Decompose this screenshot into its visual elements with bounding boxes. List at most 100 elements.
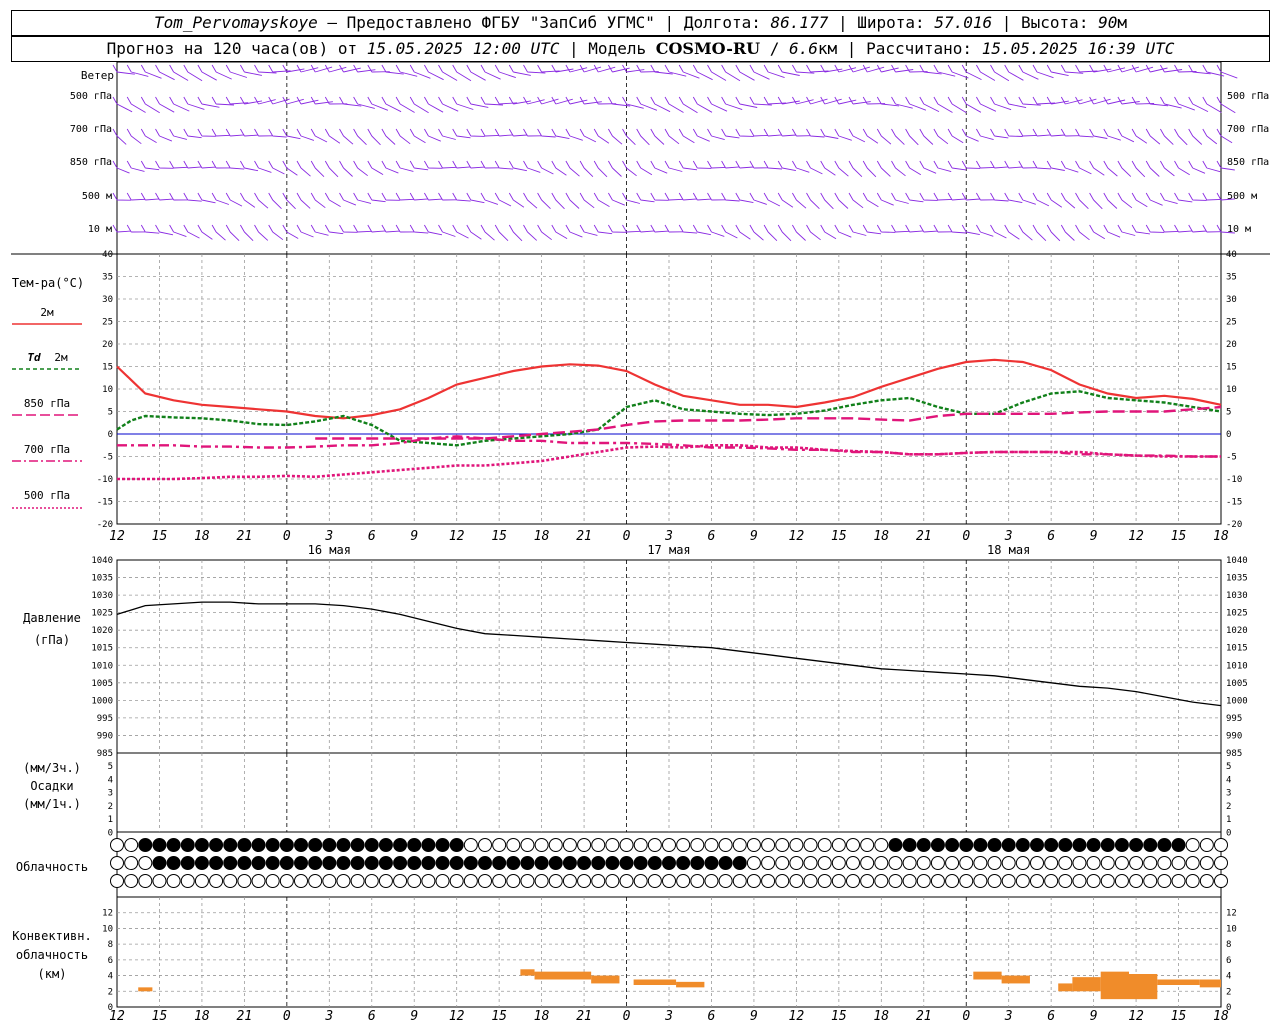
cloud-icon [718, 874, 733, 888]
cloud-icon [647, 838, 662, 852]
conv-title-2: облачность [16, 948, 88, 962]
wind-barb [749, 224, 764, 241]
cloud-icon [364, 856, 379, 870]
convective-bar [1072, 977, 1101, 992]
temp-tick-right: 25 [1226, 318, 1237, 328]
wind-barb [961, 96, 982, 113]
cloud-icon [704, 874, 719, 888]
wind-barb [310, 64, 333, 73]
cloud-icon [506, 856, 521, 870]
wind-barb [905, 128, 919, 146]
precip-tick-right: 5 [1226, 762, 1231, 772]
wind-barb [1018, 224, 1033, 241]
cloud-icon [647, 874, 662, 888]
wind-barb [820, 224, 837, 240]
wind-barb [1103, 192, 1118, 209]
cloud-icon [1072, 856, 1087, 870]
cloud-icon [1058, 874, 1073, 888]
wind-barb [622, 96, 644, 109]
pressure-tick-right: 1035 [1226, 574, 1248, 584]
wind-barb [1216, 64, 1238, 79]
wind-barb [990, 128, 1009, 139]
wind-barb [976, 128, 994, 141]
wind-barb [1089, 64, 1112, 73]
wind-barb [1103, 64, 1126, 73]
cloud-icon [180, 856, 195, 870]
hour-label: 12 [1128, 529, 1144, 544]
cloud-icon [846, 856, 860, 870]
temp-tick-right: 5 [1226, 408, 1231, 418]
temp-tick-right: 10 [1226, 385, 1237, 395]
hour-label: 15 [831, 1009, 847, 1024]
conv-tick-left: 0 [108, 1003, 113, 1013]
convective-bar [520, 969, 535, 976]
cloud-icon [633, 856, 648, 870]
cloud-icon [577, 874, 592, 888]
forecast-header: Прогноз на 120 часа(ов) от 15.05.2025 12… [11, 36, 1270, 62]
wind-barb [947, 224, 967, 234]
wind-barb [1046, 160, 1065, 171]
pressure-tick-right: 1010 [1226, 661, 1248, 671]
wind-barb [197, 96, 220, 108]
precip-tick-left: 3 [108, 789, 113, 799]
wind-barb [834, 224, 852, 238]
temp-tick-left: -5 [102, 453, 113, 463]
wind-barb [268, 160, 285, 175]
cloud-icon [1030, 856, 1044, 870]
wind-barb [876, 128, 892, 145]
wind-barb [140, 224, 160, 234]
wind-level-left: 500 гПа [70, 91, 112, 102]
temp-tick-right: 30 [1226, 295, 1237, 305]
wind-barb [1160, 64, 1183, 73]
cloud-icon [194, 874, 209, 888]
wind-barb [296, 128, 315, 141]
cloud-icon [166, 838, 181, 852]
wind-barb [353, 96, 375, 109]
wind-barb [862, 128, 879, 144]
wind-barb [749, 128, 768, 137]
cloud-icon [1001, 874, 1016, 888]
wind-barb [324, 96, 348, 105]
wind-barb [1089, 96, 1111, 105]
wind-barb [1046, 64, 1069, 77]
convective-bar [633, 979, 677, 985]
cloud-icon [138, 838, 153, 852]
wind-barb [480, 96, 504, 106]
wind-barb [126, 96, 146, 113]
cloud-icon [1157, 874, 1172, 888]
cloud-icon [888, 874, 903, 888]
cloud-icon [605, 856, 620, 870]
wind-barb [1046, 96, 1069, 105]
wind-barb [961, 192, 981, 201]
hour-label: 18 [194, 1009, 210, 1024]
wind-barb [438, 160, 457, 169]
wind-barb [565, 128, 583, 141]
cloud-icon [1030, 838, 1044, 852]
wind-barb [1046, 128, 1066, 137]
pressure-tick-left: 1000 [91, 696, 113, 706]
temp-tick-left: 20 [102, 340, 113, 350]
hour-label: 6 [1047, 529, 1055, 544]
wind-barb [763, 224, 778, 242]
wind-barb [876, 96, 900, 107]
hour-label: 12 [449, 529, 465, 544]
pressure-tick-right: 1000 [1226, 696, 1248, 706]
hour-label: 12 [789, 1009, 805, 1024]
hour-label: 0 [283, 1009, 291, 1024]
cloud-icon [591, 838, 606, 852]
wind-barb [622, 128, 636, 146]
wind-barb [1075, 192, 1089, 210]
temp-tick-left: 10 [102, 385, 113, 395]
cloud-icon [959, 874, 974, 888]
wind-barb [735, 64, 755, 81]
wind-level-left: 500 м [82, 191, 112, 202]
wind-barb [933, 128, 949, 145]
cloud-icon [1015, 838, 1030, 852]
wind-barb [707, 192, 726, 201]
wind-barb [452, 64, 472, 82]
wind-barb [976, 192, 995, 201]
wind-barb [579, 96, 602, 105]
hour-label: 18 [1213, 1009, 1229, 1024]
cloud-icon [138, 874, 153, 888]
wind-barb [353, 192, 372, 204]
